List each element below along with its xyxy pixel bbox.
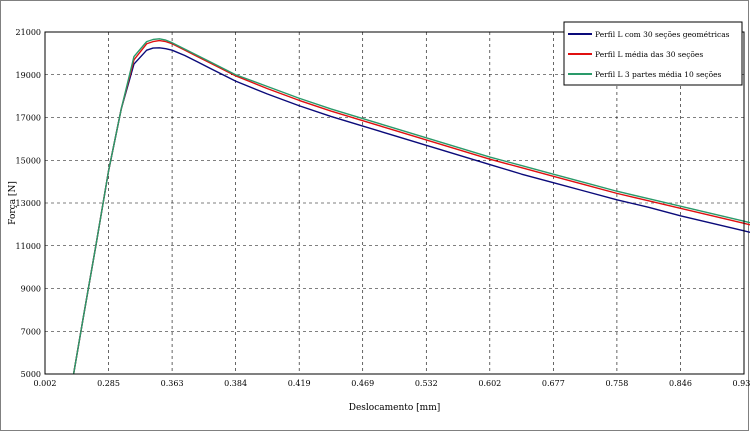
- series-line-1: [72, 47, 750, 375]
- y-tick-label: 15000: [16, 156, 41, 165]
- legend-label-1: Perfil L com 30 seções geométricas: [595, 30, 730, 39]
- plot-area-border: [44, 31, 745, 375]
- y-tick-label: 21000: [16, 28, 41, 37]
- y-tick-label: 17000: [16, 114, 41, 123]
- y-tick-label: 9000: [21, 285, 41, 294]
- x-tick-label: 0.285: [97, 379, 120, 388]
- x-tick-label: 0.939: [733, 379, 750, 388]
- x-axis-label: Deslocamento [mm]: [349, 403, 441, 413]
- legend-box: [563, 21, 743, 86]
- x-tick-label: 0.384: [224, 379, 247, 388]
- y-tick-label: 11000: [16, 242, 41, 251]
- legend-label-3: Perfil L 3 partes média 10 seções: [595, 70, 722, 79]
- x-tick-label: 0.846: [669, 379, 692, 388]
- x-tick-label: 0.002: [34, 379, 57, 388]
- x-tick-label: 0.363: [161, 379, 184, 388]
- y-tick-label: 7000: [21, 327, 41, 336]
- series-line-3: [72, 38, 750, 375]
- x-tick-label: 0.602: [478, 379, 501, 388]
- tick-labels: 0.002 0.285 0.363 0.384 0.419 0.469 0.532 0.602…: [16, 28, 750, 388]
- x-tick-label: 0.469: [351, 379, 374, 388]
- x-tick-label: 0.419: [288, 379, 311, 388]
- series-layer: [72, 38, 750, 375]
- legend: Perfil L com 30 seções geométricas Perfil…: [563, 21, 743, 86]
- series-line-2: [72, 39, 750, 375]
- x-tick-label: 0.532: [415, 379, 438, 388]
- x-tick-label: 0.677: [542, 379, 565, 388]
- y-tick-label: 5000: [21, 370, 41, 379]
- y-axis-label: Força [N]: [8, 181, 18, 225]
- x-tick-label: 0.758: [605, 379, 628, 388]
- y-tick-label: 19000: [16, 71, 41, 80]
- y-tick-label: 13000: [16, 199, 41, 208]
- legend-label-2: Perfil L média das 30 seções: [595, 50, 703, 59]
